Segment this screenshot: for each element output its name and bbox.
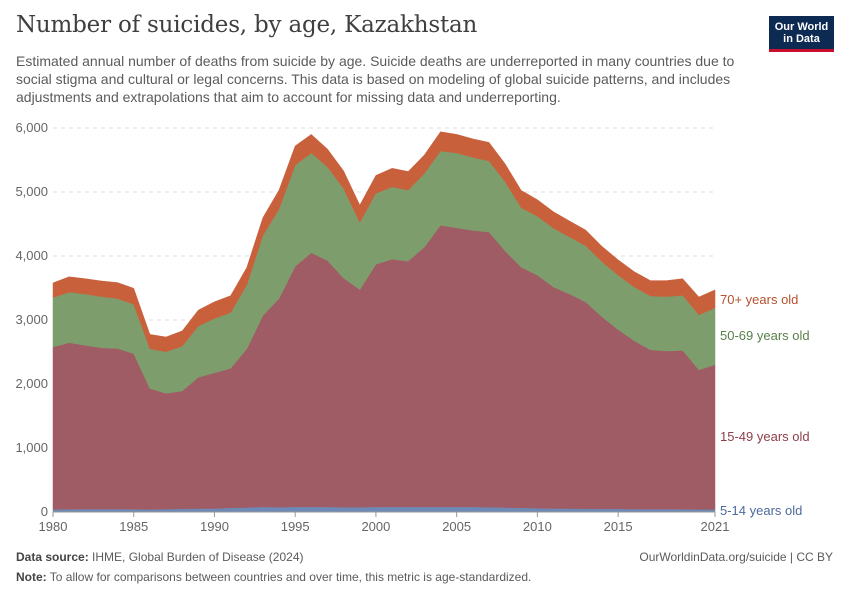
- area-series-3: [52, 131, 716, 352]
- series-label: 70+ years old: [720, 292, 798, 307]
- y-tick-label: 6,000: [15, 120, 48, 135]
- chart-title: Number of suicides, by age, Kazakhstan: [16, 12, 478, 38]
- y-tick-label: 2,000: [15, 376, 48, 391]
- x-tick-label: 2010: [523, 519, 552, 534]
- note-text: To allow for comparisons between countri…: [49, 570, 532, 584]
- x-tick-label: 1980: [39, 519, 68, 534]
- x-tick-label: 1995: [281, 519, 310, 534]
- series-label: 15-49 years old: [720, 429, 810, 444]
- note-label: Note:: [16, 570, 47, 584]
- x-tick-label: 2021: [701, 519, 730, 534]
- source-url-link[interactable]: OurWorldinData.org/suicide | CC BY: [639, 550, 833, 564]
- y-tick-label: 4,000: [15, 248, 48, 263]
- series-label: 50-69 years old: [720, 328, 810, 343]
- x-tick-label: 1990: [200, 519, 229, 534]
- logo-line-1: Our World: [774, 21, 829, 33]
- owid-logo[interactable]: Our World in Data: [769, 16, 834, 52]
- series-label: 5-14 years old: [720, 503, 802, 518]
- x-tick-label: 1985: [119, 519, 148, 534]
- data-source-label: Data source:: [16, 550, 89, 564]
- data-source: Data source: IHME, Global Burden of Dise…: [16, 550, 303, 564]
- y-tick-label: 3,000: [15, 312, 48, 327]
- chart-note: Note: To allow for comparisons between c…: [16, 570, 531, 584]
- y-tick-label: 0: [41, 504, 48, 519]
- x-tick-label: 2005: [442, 519, 471, 534]
- y-tick-label: 5,000: [15, 184, 48, 199]
- data-source-text: IHME, Global Burden of Disease (2024): [92, 550, 304, 564]
- x-tick-label: 2015: [604, 519, 633, 534]
- chart-subtitle: Estimated annual number of deaths from s…: [16, 53, 735, 105]
- logo-line-2: in Data: [783, 33, 820, 45]
- x-tick-label: 2000: [361, 519, 390, 534]
- y-tick-label: 1,000: [15, 440, 48, 455]
